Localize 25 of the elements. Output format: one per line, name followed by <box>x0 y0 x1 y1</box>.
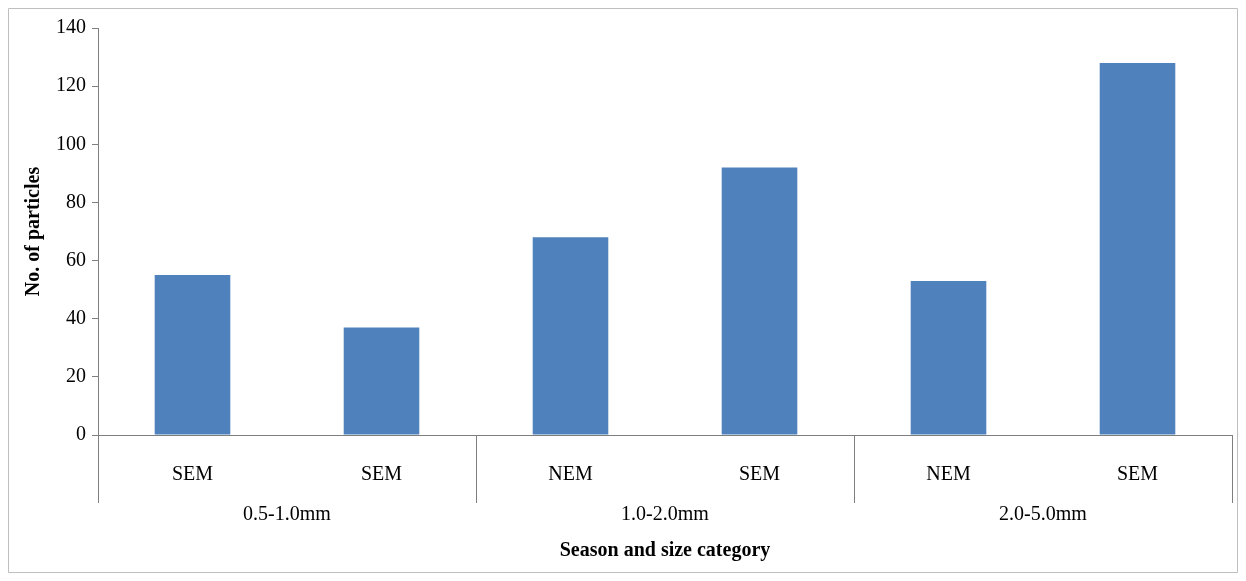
text: 2.0-5.0mm <box>999 502 1088 525</box>
bar <box>1099 62 1176 435</box>
x-tick-label: SEM <box>360 462 403 485</box>
y-tick-label: 20 <box>66 364 86 387</box>
bar <box>910 280 987 435</box>
y-tick-label: 0 <box>76 422 86 445</box>
x-tick-label: SEM <box>171 462 214 485</box>
y-axis-title: No. of particles <box>21 166 45 297</box>
bar <box>154 275 231 435</box>
y-tick-label: 60 <box>66 247 86 270</box>
x-tick-label: SEM <box>738 462 781 485</box>
y-tick-label: 120 <box>56 73 86 96</box>
x-tick-label: SEM <box>1116 462 1159 485</box>
text: 0.5-1.0mm <box>243 502 332 525</box>
x-axis-title: Season and size category <box>559 538 771 562</box>
bar <box>532 237 609 435</box>
y-tick-label: 40 <box>66 305 86 328</box>
y-tick-label: 100 <box>56 131 86 154</box>
x-tick-label: NEM <box>926 462 971 485</box>
text: 1.0-2.0mm <box>621 502 710 525</box>
bar <box>343 327 420 435</box>
x-tick-label: NEM <box>548 462 593 485</box>
y-tick-label: 80 <box>66 189 86 212</box>
y-tick-label: 140 <box>56 15 86 38</box>
bar <box>721 167 798 435</box>
